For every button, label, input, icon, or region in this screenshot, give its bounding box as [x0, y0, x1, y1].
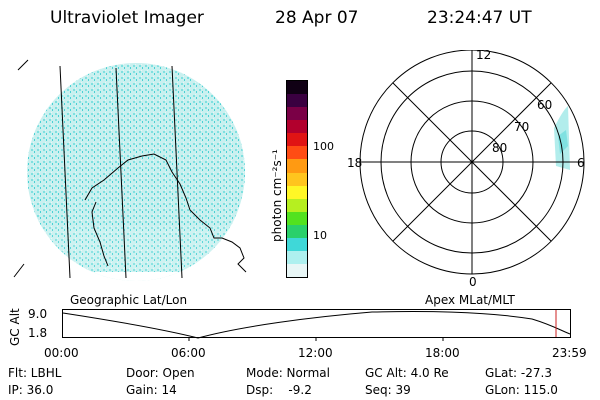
polar-plot	[359, 50, 585, 275]
info-gain: Gain: 14	[126, 383, 177, 397]
colorbar-segment	[287, 146, 307, 160]
geo-caption: Geographic Lat/Lon	[70, 293, 188, 307]
polar-caption: Apex MLat/MLT	[425, 293, 515, 307]
info-gc-alt: GC Alt: 4.0 Re	[365, 366, 449, 380]
colorbar-segment	[287, 120, 307, 134]
info-mode: Mode: Normal	[246, 366, 330, 380]
lat-label-80: 80	[492, 141, 508, 155]
alt-xtick-label-1: 06:00	[171, 346, 206, 360]
alt-ytick-bottom: 1.8	[28, 326, 48, 340]
colorbar-unit-label: photon cm⁻²s⁻¹	[270, 149, 284, 242]
info-filter: Flt: LBHL	[8, 366, 62, 380]
alt-plot-frame	[62, 309, 571, 338]
colorbar-segment	[287, 263, 307, 277]
colorbar-segment	[287, 94, 307, 108]
colorbar-segment	[287, 159, 307, 173]
polar-swath-detail	[558, 130, 568, 154]
colorbar-segment	[287, 198, 307, 212]
info-seq: Seq: 39	[365, 383, 411, 397]
info-glon: GLon: 115.0	[485, 383, 558, 397]
colorbar-segment	[287, 211, 307, 225]
orbit-altitude-curve	[62, 311, 571, 339]
mlt-label-0: 0	[469, 275, 477, 289]
info-dsp: Dsp: -9.2	[246, 383, 312, 397]
colorbar	[286, 80, 308, 278]
alt-xtick-label-4: 23:59	[552, 346, 587, 360]
time-label: 23:24:47 UT	[427, 8, 532, 28]
colorbar-segment	[287, 250, 307, 264]
mlt-line-diag-2	[392, 82, 552, 242]
coastline	[84, 153, 247, 273]
colorbar-segment	[287, 237, 307, 251]
colorbar-segment	[287, 81, 307, 95]
altitude-plot	[62, 309, 571, 341]
alt-xtick-label-0: 00:00	[44, 346, 79, 360]
colorbar-segment	[287, 133, 307, 147]
lat-label-70: 70	[514, 120, 530, 134]
geographic-map	[13, 59, 247, 281]
alt-xtick-label-3: 18:00	[425, 346, 460, 360]
info-door: Door: Open	[126, 366, 195, 380]
app-title: Ultraviolet Imager	[50, 8, 204, 28]
date-label: 28 Apr 07	[275, 8, 359, 28]
longitude-lines	[59, 65, 183, 279]
alt-ytick-top: 9.0	[28, 307, 48, 321]
uv-swath-disc	[27, 63, 245, 281]
alt-ylabel: GC Alt	[8, 308, 22, 346]
colorbar-tick-10: 10	[313, 229, 327, 242]
mlt-label-6: 6	[577, 156, 585, 170]
mlt-label-18: 18	[347, 156, 363, 170]
colorbar-segment	[287, 224, 307, 238]
colorbar-tick-100: 100	[313, 140, 334, 153]
info-ip: IP: 36.0	[8, 383, 54, 397]
colorbar-segment	[287, 185, 307, 199]
colorbar-segment	[287, 172, 307, 186]
lat-label-60: 60	[537, 98, 553, 112]
info-glat: GLat: -27.3	[485, 366, 552, 380]
mlt-label-12: 12	[476, 48, 492, 62]
colorbar-segment	[287, 107, 307, 121]
coast-fragment	[13, 59, 29, 278]
alt-xtick-label-2: 12:00	[298, 346, 333, 360]
